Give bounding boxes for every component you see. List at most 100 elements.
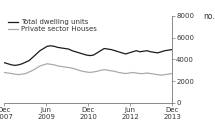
Private sector Houses xyxy=(28,71,31,73)
Private sector Houses xyxy=(81,71,84,72)
Private sector Houses xyxy=(32,69,34,71)
Total dwelling units xyxy=(78,52,81,54)
Line: Total dwelling units: Total dwelling units xyxy=(4,46,172,65)
Private sector Houses xyxy=(7,72,9,74)
Total dwelling units xyxy=(153,51,155,53)
Total dwelling units xyxy=(60,47,63,49)
Total dwelling units xyxy=(160,51,163,53)
Total dwelling units xyxy=(57,47,59,48)
Line: Private sector Houses: Private sector Houses xyxy=(4,64,172,75)
Total dwelling units xyxy=(14,65,16,66)
Total dwelling units xyxy=(106,48,109,50)
Total dwelling units xyxy=(32,56,34,58)
Private sector Houses xyxy=(92,71,95,73)
Total dwelling units xyxy=(124,53,127,55)
Total dwelling units xyxy=(42,48,45,49)
Total dwelling units xyxy=(92,54,95,56)
Total dwelling units xyxy=(146,50,148,51)
Total dwelling units xyxy=(74,51,77,53)
Total dwelling units xyxy=(142,50,145,52)
Private sector Houses xyxy=(164,74,166,76)
Private sector Houses xyxy=(121,72,123,74)
Private sector Houses xyxy=(160,74,163,76)
Private sector Houses xyxy=(131,72,134,73)
Private sector Houses xyxy=(117,72,120,73)
Total dwelling units xyxy=(99,50,102,51)
Private sector Houses xyxy=(10,73,13,74)
Private sector Houses xyxy=(57,65,59,67)
Total dwelling units xyxy=(53,46,55,47)
Total dwelling units xyxy=(157,52,159,54)
Legend: Total dwelling units, Private sector Houses: Total dwelling units, Private sector Hou… xyxy=(8,19,97,32)
Total dwelling units xyxy=(17,64,20,66)
Private sector Houses xyxy=(128,72,131,74)
Private sector Houses xyxy=(74,68,77,70)
Y-axis label: no.: no. xyxy=(203,12,215,21)
Total dwelling units xyxy=(131,51,134,53)
Private sector Houses xyxy=(21,73,23,75)
Private sector Houses xyxy=(35,67,38,69)
Total dwelling units xyxy=(139,51,141,53)
Private sector Houses xyxy=(135,72,138,74)
Total dwelling units xyxy=(35,53,38,55)
Private sector Houses xyxy=(14,73,16,75)
Total dwelling units xyxy=(89,55,91,56)
Private sector Houses xyxy=(99,69,102,71)
Total dwelling units xyxy=(117,51,120,53)
Total dwelling units xyxy=(96,52,98,54)
Private sector Houses xyxy=(39,65,41,67)
Private sector Houses xyxy=(25,73,27,74)
Total dwelling units xyxy=(171,49,173,50)
Private sector Houses xyxy=(78,69,81,71)
Total dwelling units xyxy=(25,61,27,63)
Total dwelling units xyxy=(39,50,41,51)
Private sector Houses xyxy=(85,71,88,73)
Private sector Houses xyxy=(157,74,159,76)
Total dwelling units xyxy=(21,63,23,65)
Private sector Houses xyxy=(149,73,152,74)
Private sector Houses xyxy=(71,67,73,69)
Private sector Houses xyxy=(46,63,48,65)
Private sector Houses xyxy=(167,73,170,75)
Total dwelling units xyxy=(67,48,70,50)
Private sector Houses xyxy=(64,66,66,68)
Private sector Houses xyxy=(96,71,98,72)
Private sector Houses xyxy=(171,73,173,74)
Private sector Houses xyxy=(153,73,155,75)
Private sector Houses xyxy=(110,70,113,72)
Private sector Houses xyxy=(67,67,70,68)
Private sector Houses xyxy=(3,72,6,73)
Total dwelling units xyxy=(3,62,6,63)
Total dwelling units xyxy=(28,60,31,61)
Total dwelling units xyxy=(71,50,73,51)
Private sector Houses xyxy=(53,64,55,66)
Private sector Houses xyxy=(89,72,91,73)
Private sector Houses xyxy=(42,64,45,66)
Private sector Houses xyxy=(106,69,109,71)
Total dwelling units xyxy=(128,52,131,54)
Total dwelling units xyxy=(110,49,113,50)
Total dwelling units xyxy=(167,49,170,51)
Private sector Houses xyxy=(139,73,141,74)
Private sector Houses xyxy=(124,73,127,74)
Total dwelling units xyxy=(46,46,48,47)
Total dwelling units xyxy=(121,52,123,54)
Total dwelling units xyxy=(64,48,66,49)
Total dwelling units xyxy=(103,48,106,49)
Private sector Houses xyxy=(146,72,148,74)
Total dwelling units xyxy=(81,53,84,55)
Total dwelling units xyxy=(114,50,116,51)
Total dwelling units xyxy=(10,64,13,66)
Private sector Houses xyxy=(142,73,145,74)
Private sector Houses xyxy=(49,63,52,65)
Total dwelling units xyxy=(85,54,88,56)
Private sector Houses xyxy=(17,74,20,76)
Total dwelling units xyxy=(7,63,9,65)
Total dwelling units xyxy=(164,50,166,51)
Private sector Houses xyxy=(60,66,63,67)
Total dwelling units xyxy=(49,45,52,47)
Total dwelling units xyxy=(149,51,152,53)
Private sector Houses xyxy=(114,71,116,72)
Total dwelling units xyxy=(135,50,138,51)
Private sector Houses xyxy=(103,69,106,70)
